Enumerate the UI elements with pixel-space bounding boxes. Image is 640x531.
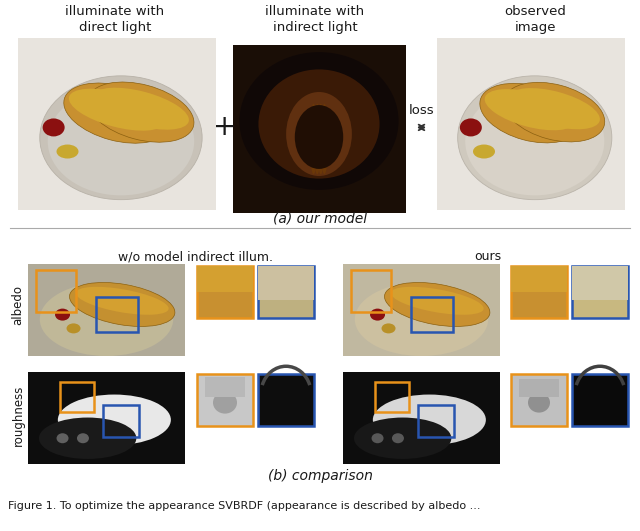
Ellipse shape	[239, 52, 399, 190]
Text: roughness: roughness	[12, 384, 24, 446]
Ellipse shape	[480, 83, 580, 143]
Ellipse shape	[56, 433, 68, 443]
Bar	[233, 45, 406, 213]
Bar	[511, 374, 567, 426]
Bar	[28, 264, 185, 356]
Bar	[36, 270, 76, 312]
Ellipse shape	[381, 323, 396, 333]
Ellipse shape	[460, 118, 482, 136]
Text: illuminate with
direct light: illuminate with direct light	[65, 5, 164, 34]
Ellipse shape	[317, 104, 325, 174]
Ellipse shape	[213, 391, 237, 414]
Ellipse shape	[310, 104, 317, 174]
Bar	[60, 382, 94, 412]
Ellipse shape	[67, 323, 81, 333]
Ellipse shape	[40, 282, 173, 356]
Ellipse shape	[373, 395, 486, 445]
Bar	[197, 374, 253, 426]
Bar	[258, 266, 314, 318]
Ellipse shape	[484, 89, 576, 130]
Bar	[572, 266, 628, 318]
Ellipse shape	[88, 82, 194, 142]
Bar	[96, 297, 138, 332]
Bar	[103, 405, 139, 437]
Text: ours: ours	[474, 250, 502, 263]
Ellipse shape	[392, 433, 404, 443]
Ellipse shape	[391, 287, 484, 315]
Ellipse shape	[354, 417, 451, 459]
Bar	[411, 297, 453, 332]
Bar	[343, 264, 500, 356]
Ellipse shape	[372, 433, 383, 443]
Bar	[351, 270, 391, 312]
Bar	[511, 266, 567, 318]
Bar	[205, 378, 245, 397]
Bar	[572, 266, 628, 300]
Bar	[258, 266, 314, 300]
Ellipse shape	[64, 83, 170, 143]
Bar	[437, 38, 625, 210]
Bar	[519, 380, 559, 397]
Ellipse shape	[70, 282, 175, 327]
Bar	[28, 372, 185, 464]
Ellipse shape	[69, 89, 165, 131]
Ellipse shape	[43, 118, 65, 136]
Ellipse shape	[385, 282, 490, 327]
Ellipse shape	[56, 144, 79, 159]
Bar	[197, 266, 253, 318]
Ellipse shape	[370, 309, 385, 321]
Ellipse shape	[58, 395, 171, 445]
Ellipse shape	[355, 282, 488, 356]
Ellipse shape	[286, 92, 352, 176]
Text: albedo: albedo	[12, 285, 24, 325]
Ellipse shape	[77, 433, 89, 443]
Ellipse shape	[473, 144, 495, 159]
Bar	[572, 374, 628, 426]
Text: +: +	[213, 114, 236, 141]
Text: (b) comparison: (b) comparison	[268, 469, 372, 483]
Ellipse shape	[504, 82, 605, 142]
Bar	[18, 38, 216, 210]
Ellipse shape	[259, 70, 380, 178]
Ellipse shape	[295, 105, 343, 169]
Text: illuminate with
indirect light: illuminate with indirect light	[266, 5, 365, 34]
Text: observed
image: observed image	[504, 5, 566, 34]
Ellipse shape	[40, 76, 202, 200]
Bar	[343, 372, 500, 464]
Text: Figure 1. To optimize the appearance SVBRDF (appearance is described by albedo .: Figure 1. To optimize the appearance SVB…	[8, 501, 481, 511]
Bar	[375, 382, 409, 412]
Bar	[511, 266, 567, 292]
Bar	[258, 374, 314, 426]
Ellipse shape	[528, 392, 550, 413]
Ellipse shape	[313, 104, 321, 174]
Ellipse shape	[321, 104, 328, 174]
Ellipse shape	[465, 87, 604, 195]
Text: loss: loss	[409, 105, 435, 117]
Ellipse shape	[93, 88, 189, 130]
Text: w/o model indirect illum.: w/o model indirect illum.	[118, 250, 273, 263]
Text: (a) our model: (a) our model	[273, 211, 367, 225]
Ellipse shape	[48, 87, 194, 195]
Ellipse shape	[39, 417, 136, 459]
Ellipse shape	[509, 88, 600, 129]
Ellipse shape	[76, 287, 168, 315]
Ellipse shape	[458, 76, 612, 200]
Ellipse shape	[55, 309, 70, 321]
Bar	[418, 405, 454, 437]
Bar	[197, 266, 253, 292]
